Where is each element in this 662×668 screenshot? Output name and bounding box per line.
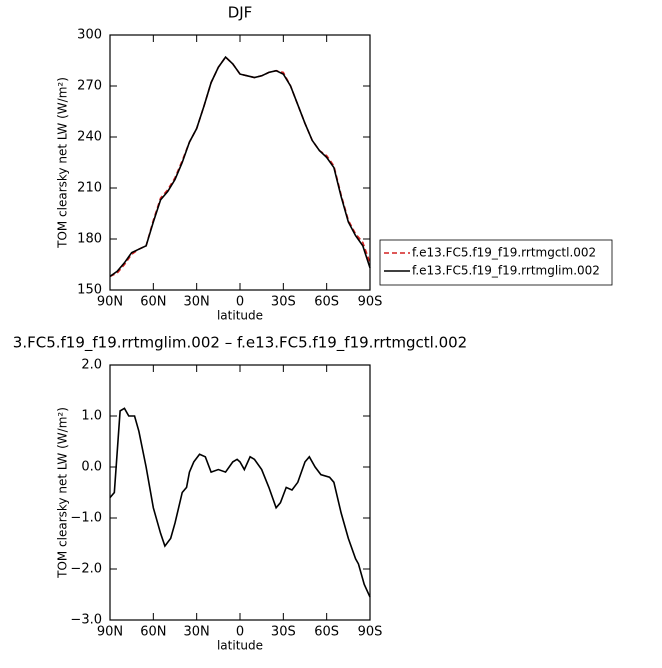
y-tick-label: 2.0 bbox=[81, 358, 102, 373]
y-axis-label: TOM clearsky net LW (W/m²) bbox=[56, 77, 70, 249]
x-tick-label: 90S bbox=[358, 295, 383, 310]
x-tick-label: 90S bbox=[358, 625, 383, 640]
x-tick-label: 60N bbox=[140, 625, 166, 640]
y-tick-label: −1.0 bbox=[70, 511, 102, 526]
y-tick-label: 240 bbox=[77, 130, 102, 145]
y-tick-label: 0.0 bbox=[81, 460, 102, 475]
x-tick-label: 0 bbox=[236, 625, 244, 640]
y-tick-label: 150 bbox=[77, 283, 102, 298]
x-tick-label: 90N bbox=[97, 295, 123, 310]
y-tick-label: 300 bbox=[77, 28, 102, 43]
y-axis-label: TOM clearsky net LW (W/m²) bbox=[56, 407, 70, 579]
y-tick-label: 210 bbox=[77, 181, 102, 196]
series-line bbox=[109, 55, 371, 278]
x-tick-label: 60S bbox=[314, 295, 339, 310]
x-tick-label: 30N bbox=[184, 625, 210, 640]
x-tick-label: 30S bbox=[271, 295, 296, 310]
y-tick-label: 180 bbox=[77, 232, 102, 247]
y-tick-label: −2.0 bbox=[70, 562, 102, 577]
y-tick-label: −3.0 bbox=[70, 613, 102, 628]
chart-title: 3.FC5.f19_f19.rrtmglim.002 – f.e13.FC5.f… bbox=[13, 334, 467, 353]
y-tick-label: 270 bbox=[77, 79, 102, 94]
x-tick-label: 90N bbox=[97, 625, 123, 640]
legend-box bbox=[379, 239, 613, 286]
y-tick-label: 1.0 bbox=[81, 409, 102, 424]
series-line bbox=[109, 55, 371, 278]
x-tick-label: 60S bbox=[314, 625, 339, 640]
x-axis-label: latitude bbox=[217, 639, 263, 653]
legend-label: f.e13.FC5.f19_f19.rrtmgctl.002 bbox=[412, 246, 596, 260]
x-tick-label: 30N bbox=[184, 295, 210, 310]
series-line bbox=[109, 407, 371, 598]
plot-frame bbox=[109, 364, 371, 621]
chart-title: DJF bbox=[228, 4, 253, 22]
x-tick-label: 30S bbox=[271, 625, 296, 640]
x-tick-label: 60N bbox=[140, 295, 166, 310]
x-axis-label: latitude bbox=[217, 309, 263, 323]
legend-label: f.e13.FC5.f19_f19.rrtmglim.002 bbox=[412, 264, 600, 278]
x-tick-label: 0 bbox=[236, 295, 244, 310]
